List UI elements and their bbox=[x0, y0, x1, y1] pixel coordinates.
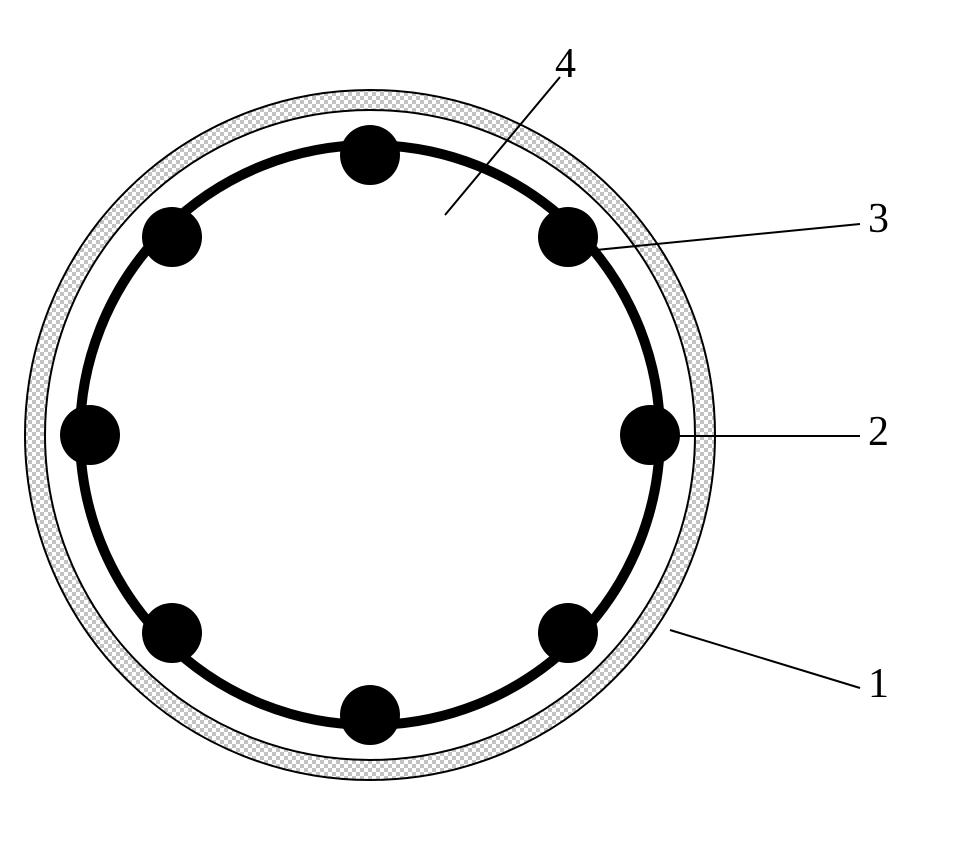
diagram-svg bbox=[0, 0, 977, 853]
dot bbox=[538, 603, 598, 663]
callout-label-1: 1 bbox=[868, 660, 889, 708]
dot bbox=[340, 125, 400, 185]
dot bbox=[340, 685, 400, 745]
diagram-container: 4 3 2 1 bbox=[0, 0, 977, 853]
outer-ring bbox=[25, 90, 715, 780]
dot bbox=[142, 603, 202, 663]
dot bbox=[60, 405, 120, 465]
dot bbox=[538, 207, 598, 267]
callout-label-3: 3 bbox=[868, 195, 889, 243]
leader-line bbox=[670, 630, 860, 688]
dots-group bbox=[60, 125, 680, 745]
callout-label-4: 4 bbox=[555, 40, 576, 88]
callout-label-2: 2 bbox=[868, 408, 889, 456]
dot bbox=[142, 207, 202, 267]
